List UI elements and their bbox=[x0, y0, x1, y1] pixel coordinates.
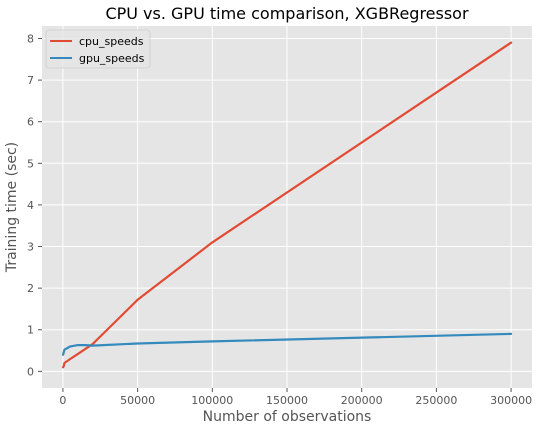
y-tick-label: 4 bbox=[27, 199, 34, 212]
y-axis-label: Training time (sec) bbox=[4, 142, 20, 273]
y-tick-label: 3 bbox=[27, 241, 34, 254]
y-tick-label: 6 bbox=[27, 116, 34, 129]
x-axis-label: Number of observations bbox=[203, 409, 372, 425]
x-tick-label: 100000 bbox=[191, 394, 233, 407]
y-tick-label: 2 bbox=[27, 282, 34, 295]
series-line-gpu-speeds bbox=[62, 332, 513, 356]
y-tick-label: 5 bbox=[27, 157, 34, 170]
series-line-cpu-speeds bbox=[62, 41, 513, 369]
x-tick-label: 0 bbox=[59, 394, 66, 407]
x-tick-label: 150000 bbox=[266, 394, 308, 407]
x-tick-label: 200000 bbox=[341, 394, 383, 407]
x-ticks: 0 50000 100000 150000 200000 250000 300000 bbox=[59, 388, 532, 407]
legend-label-gpu-speeds: gpu_speeds bbox=[79, 52, 145, 65]
y-tick-label: 1 bbox=[27, 324, 34, 337]
x-tick-label: 300000 bbox=[490, 394, 532, 407]
legend-label-cpu-speeds: cpu_speeds bbox=[79, 35, 144, 48]
series-layer bbox=[62, 41, 513, 369]
y-tick-label: 0 bbox=[27, 365, 34, 378]
grid bbox=[42, 26, 532, 388]
legend: cpu_speeds gpu_speeds bbox=[45, 29, 151, 69]
y-tick-label: 8 bbox=[27, 32, 34, 45]
x-tick-label: 250000 bbox=[415, 394, 457, 407]
y-tick-label: 7 bbox=[27, 74, 34, 87]
x-tick-label: 50000 bbox=[120, 394, 155, 407]
y-ticks: 0 1 2 3 4 5 6 7 8 bbox=[27, 32, 42, 378]
chart-title: CPU vs. GPU time comparison, XGBRegresso… bbox=[105, 4, 469, 23]
